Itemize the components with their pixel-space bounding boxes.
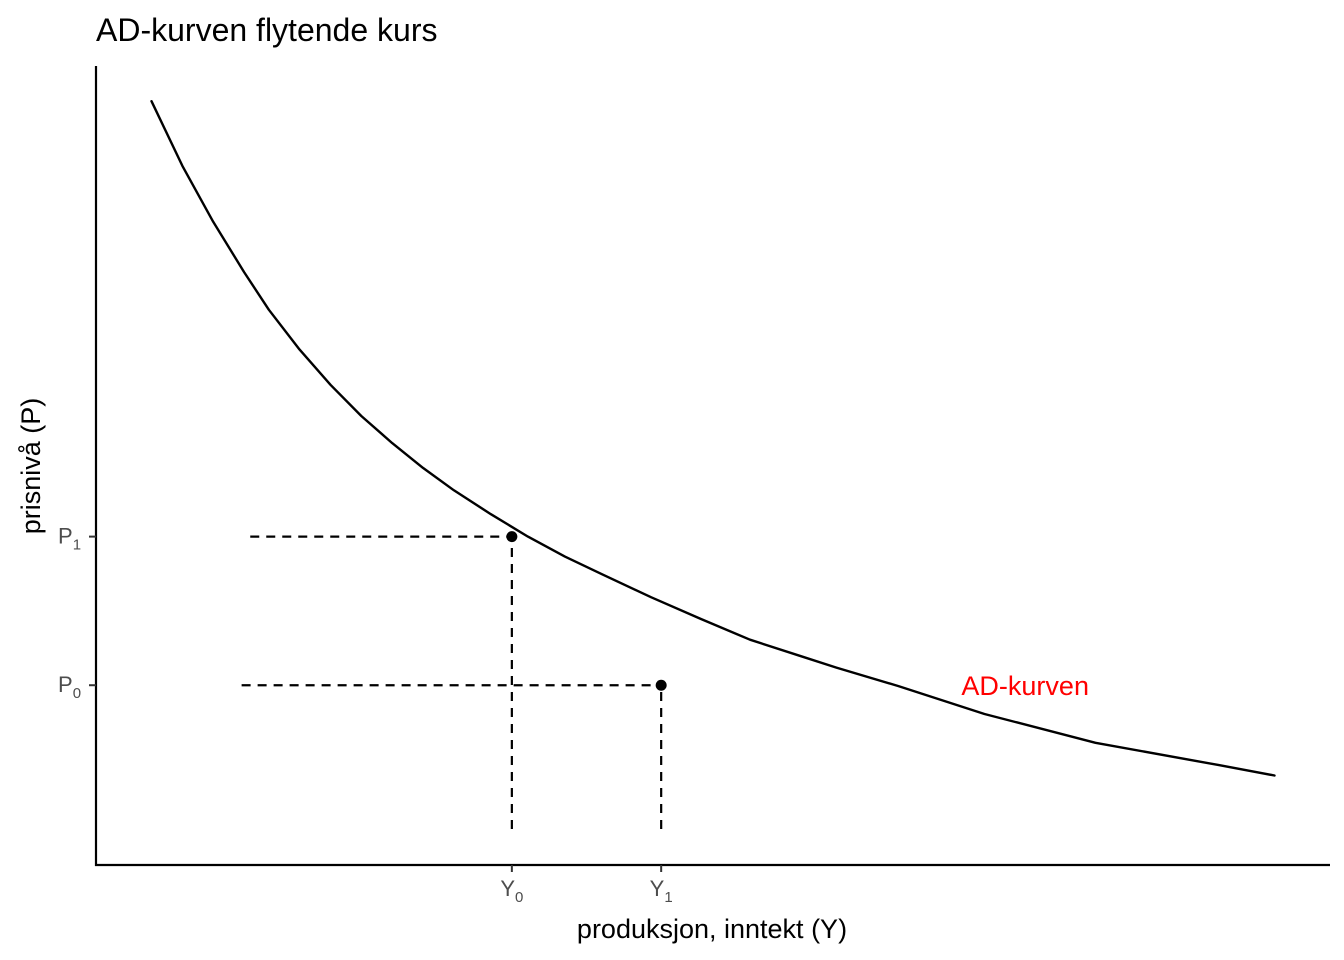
x-axis-title: produksjon, inntekt (Y) <box>577 914 847 944</box>
y-tick-label-1: P0 <box>58 672 81 702</box>
y-tick-main-1: P <box>58 672 73 697</box>
x-tick-label-0: Y0 <box>500 876 523 906</box>
curve-label-0: AD-kurven <box>961 671 1089 701</box>
equilibrium-point-1 <box>655 679 667 691</box>
x-tick-sub-0: 0 <box>515 889 523 906</box>
y-tick-sub-1: 0 <box>73 685 81 702</box>
y-tick-main-0: P <box>58 524 73 549</box>
equilibrium-point-0 <box>506 531 518 543</box>
y-axis-title: prisnivå (P) <box>16 398 46 535</box>
chart-title: AD-kurven flytende kurs <box>96 12 437 48</box>
series-line-ad-kurven <box>150 99 1276 777</box>
x-tick-main-1: Y <box>650 876 665 901</box>
x-tick-label-1: Y1 <box>650 876 673 906</box>
y-tick-sub-0: 1 <box>73 537 81 554</box>
plot-area: AD-kurven <box>150 99 1276 830</box>
y-tick-label-0: P1 <box>58 524 81 554</box>
x-tick-sub-1: 1 <box>664 889 672 906</box>
x-tick-main-0: Y <box>500 876 515 901</box>
